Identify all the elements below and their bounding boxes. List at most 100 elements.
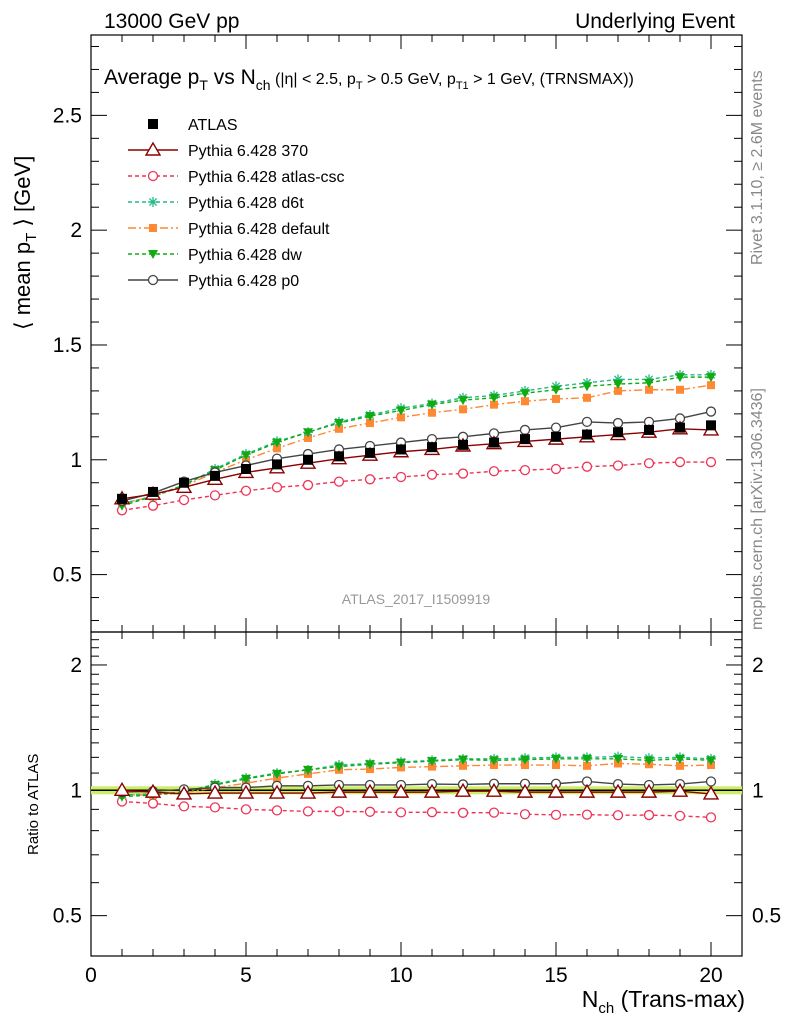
data-point-dw (365, 412, 375, 422)
series-line-d6t (121, 374, 711, 505)
series-atlas-csc (116, 456, 717, 516)
data-point-ATLAS (458, 439, 468, 450)
data-point-atlas-csc (519, 809, 531, 820)
data-point-ATLAS (613, 427, 623, 438)
data-point-dw (675, 373, 685, 383)
data-point-ATLAS (644, 424, 654, 435)
data-point-dw (551, 754, 561, 764)
header-left: 13000 GeV pp (104, 10, 239, 33)
data-point-ATLAS (551, 431, 561, 442)
legend-label-d6t: Pythia 6.428 d6t (188, 195, 304, 212)
data-point-default (459, 761, 467, 770)
data-point-dw (427, 400, 437, 410)
data-point-370 (485, 782, 503, 797)
xlabel-pre: N (582, 986, 599, 1012)
data-point-atlas-csc (240, 485, 252, 496)
data-point-atlas-csc (612, 810, 624, 821)
legend: ATLAS Pythia 6.428 370 Pythia 6.428 atlas-… (128, 117, 345, 290)
title-main: Average p (104, 66, 199, 89)
data-point-ATLAS (241, 463, 251, 474)
data-point-dw (706, 373, 716, 383)
legend-label-p0: Pythia 6.428 p0 (188, 273, 299, 290)
data-point-370 (361, 783, 379, 798)
data-point-ATLAS (272, 459, 282, 470)
data-point-dw (241, 774, 251, 784)
data-point-370 (547, 783, 565, 798)
series-dw (117, 754, 716, 802)
y-tick-label-right: 1 (752, 779, 764, 802)
data-point-default (645, 385, 653, 394)
y-tick-label: 0.5 (53, 564, 82, 587)
data-point-atlas-csc (705, 812, 717, 823)
data-point-atlas-csc (550, 809, 562, 821)
x-axis-label: Nch (Trans-max) (582, 986, 745, 1017)
main-ticks: 0.5 1 1.5 2 2.5 (53, 35, 743, 632)
data-point-atlas-csc (302, 806, 314, 817)
xlabel-sub: ch (598, 1000, 614, 1017)
data-point-default (335, 424, 343, 433)
data-point-dw (334, 762, 344, 772)
data-point-atlas-csc (271, 805, 283, 816)
xlabel-post: (Trans-max) (614, 986, 745, 1012)
header-right: Underlying Event (575, 10, 735, 33)
title-cut1: (|η| < 2.5, p (271, 71, 356, 88)
data-point-dw (675, 754, 685, 764)
data-point-ATLAS (520, 434, 530, 445)
y-tick-label-right: 0.5 (752, 905, 781, 928)
legend-label-370: Pythia 6.428 370 (188, 143, 308, 160)
data-point-d6t (613, 374, 623, 385)
title-cut3: > 1 GeV, (TRNSMAX)) (469, 71, 634, 88)
data-point-dw (644, 756, 654, 766)
data-point-370 (578, 783, 596, 798)
legend-item-atlas-csc: Pythia 6.428 atlas-csc (128, 169, 345, 186)
data-point-atlas-csc (395, 471, 407, 483)
data-point-ATLAS (303, 454, 313, 465)
data-point-370 (392, 783, 410, 798)
y-tick-label: 0.5 (53, 905, 82, 928)
data-point-default (583, 393, 591, 402)
data-point-atlas-csc (457, 807, 469, 818)
legend-marker-d6t (148, 197, 158, 207)
series-line-370 (121, 428, 712, 500)
data-point-370 (516, 783, 534, 798)
title-cut2: > 0.5 GeV, p (363, 71, 456, 88)
data-point-atlas-csc (364, 806, 376, 817)
series-line-p0 (121, 410, 712, 502)
data-point-default (676, 385, 684, 394)
data-point-atlas-csc (271, 482, 283, 493)
legend-marker-dw (148, 250, 158, 259)
data-point-370 (671, 782, 689, 797)
data-point-default (459, 405, 467, 414)
data-point-atlas-csc (147, 798, 159, 809)
main-panel: 0.5 1 1.5 2 2.5 (53, 34, 743, 633)
data-point-370 (144, 783, 162, 798)
data-point-dw (582, 382, 592, 392)
legend-item-p0: Pythia 6.428 p0 (128, 273, 299, 290)
title-vs-sub: ch (256, 77, 271, 93)
data-point-default (428, 408, 436, 417)
data-point-dw (613, 754, 623, 764)
data-point-dw (458, 755, 468, 765)
data-point-atlas-csc (178, 801, 190, 812)
main-series (113, 369, 720, 516)
data-point-370 (268, 784, 286, 799)
data-point-dw (396, 406, 406, 416)
series-line-atlas-csc (121, 800, 712, 819)
data-point-dw (334, 419, 344, 429)
legend-label-atlas-csc: Pythia 6.428 atlas-csc (188, 169, 345, 186)
y-tick-label: 2 (70, 219, 82, 242)
legend-marker-ATLAS (148, 119, 158, 129)
y-tick-label: 1 (70, 779, 82, 802)
data-point-ATLAS (179, 477, 189, 488)
data-point-atlas-csc (395, 807, 407, 818)
data-point-dw (427, 757, 437, 767)
data-point-dw (520, 755, 530, 765)
x-tick-label: 10 (389, 964, 412, 987)
data-point-atlas-csc (333, 806, 345, 817)
data-point-atlas-csc (674, 810, 686, 822)
x-tick-label: 15 (544, 964, 567, 987)
ratio-ticks: 0 5 10 15 20 0.5 0.5 1 1 2 2 (53, 632, 781, 987)
series-line-default (122, 762, 712, 796)
analysis-watermark: ATLAS_2017_I1509919 (342, 591, 491, 607)
data-point-atlas-csc (612, 460, 624, 471)
